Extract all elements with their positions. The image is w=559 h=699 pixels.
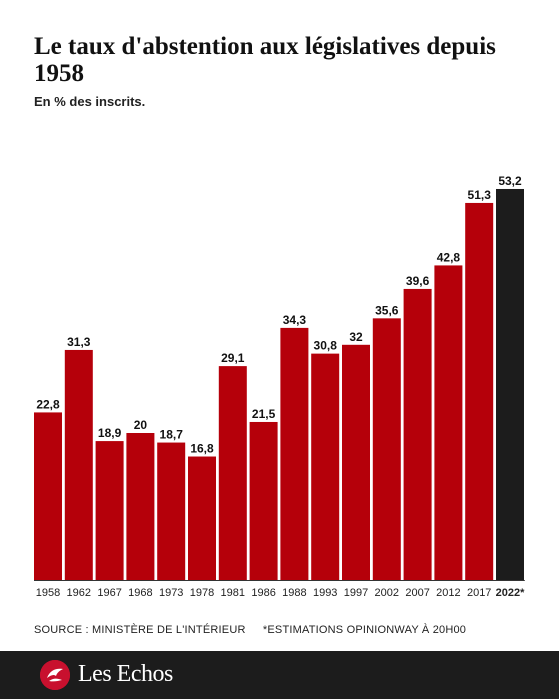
bar-1988 <box>280 327 309 580</box>
estimation-note: *ESTIMATIONS OPINIONWAY À 20H00 <box>262 624 467 636</box>
value-label: 22,8 <box>36 397 60 411</box>
value-label: 42,8 <box>437 250 461 264</box>
category-label: 1993 <box>313 587 337 599</box>
category-label: 2022* <box>496 587 525 599</box>
category-label: 1973 <box>159 587 183 599</box>
value-label: 34,3 <box>283 313 307 327</box>
bar-2017 <box>465 202 494 580</box>
bar-1962 <box>64 349 93 580</box>
category-label: 1962 <box>67 587 91 599</box>
bar-1993 <box>311 353 340 580</box>
category-label: 1958 <box>36 587 60 599</box>
category-label: 1986 <box>251 587 275 599</box>
bar-2022 <box>496 188 524 580</box>
source-text: SOURCE : MINISTÈRE DE L'INTÉRIEUR <box>34 624 246 636</box>
value-label: 32 <box>349 330 363 344</box>
value-label: 51,3 <box>468 188 492 202</box>
value-label: 35,6 <box>375 303 399 317</box>
value-label: 21,5 <box>252 407 276 421</box>
bar-1973 <box>157 442 186 580</box>
category-label: 2012 <box>436 587 460 599</box>
les-echos-logo-icon <box>40 660 70 690</box>
value-label: 18,7 <box>160 428 184 442</box>
bar-1967 <box>95 441 124 580</box>
value-label: 29,1 <box>221 351 245 365</box>
category-label: 1981 <box>221 587 245 599</box>
value-label: 39,6 <box>406 274 430 288</box>
bar-1978 <box>188 456 216 580</box>
category-label: 1997 <box>344 587 368 599</box>
category-label: 2002 <box>375 587 399 599</box>
chart-title: Le taux d'abstention aux législatives de… <box>34 33 496 87</box>
value-label: 30,8 <box>314 339 338 353</box>
category-label: 1978 <box>190 587 214 599</box>
source-line: SOURCE : MINISTÈRE DE L'INTÉRIEUR *ESTIM… <box>34 624 466 636</box>
value-label: 53,2 <box>498 174 522 188</box>
category-label: 2007 <box>405 587 429 599</box>
bar-chart: 22,8 1958 31,3 1962 18,9 1967 20 1968 18,7 1973 16… <box>34 174 525 599</box>
value-label: 20 <box>134 418 148 432</box>
category-label: 1967 <box>97 587 121 599</box>
bar-1958 <box>34 412 62 580</box>
value-label: 18,9 <box>98 426 122 440</box>
brand-name: Les Echos <box>78 661 173 687</box>
value-label: 16,8 <box>190 442 214 456</box>
footer-bar: Les Echos <box>0 651 559 699</box>
bar-2007 <box>403 288 432 580</box>
bar-2002 <box>372 318 401 580</box>
category-label: 2017 <box>467 587 491 599</box>
category-label: 1988 <box>282 587 306 599</box>
chart-subtitle: En % des inscrits. <box>34 94 146 109</box>
bar-1986 <box>249 421 278 580</box>
bar-1981 <box>218 366 247 580</box>
bar-1968 <box>126 433 155 580</box>
value-label: 31,3 <box>67 335 91 349</box>
category-label: 1968 <box>128 587 152 599</box>
bar-1997 <box>342 344 370 580</box>
bar-2012 <box>434 265 463 580</box>
